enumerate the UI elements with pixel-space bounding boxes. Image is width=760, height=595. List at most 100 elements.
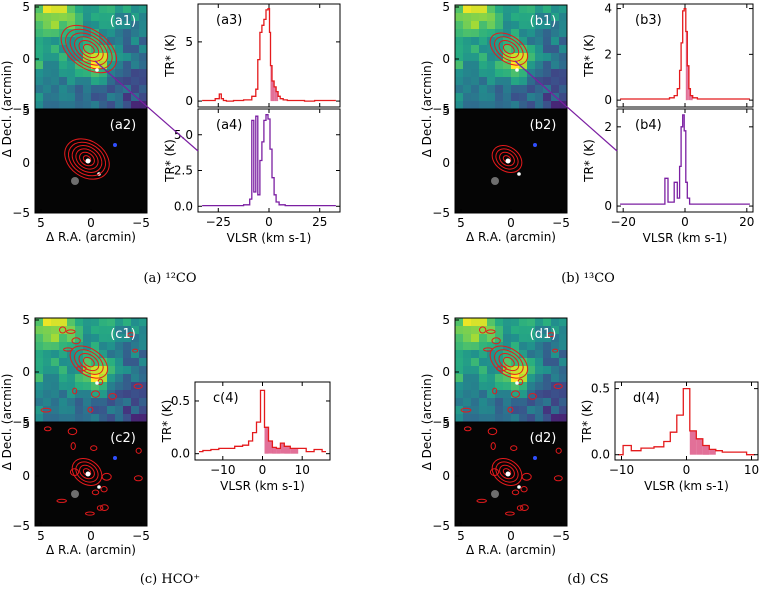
map-pixel xyxy=(527,45,536,54)
y-tick-label: −5 xyxy=(12,102,30,116)
map-pixel xyxy=(91,45,100,54)
map-pixel xyxy=(487,366,496,375)
map-pixel xyxy=(487,37,496,46)
map-pixel xyxy=(51,21,60,30)
map-pixel xyxy=(543,414,552,423)
map-pixel xyxy=(559,398,568,407)
map-pixel xyxy=(107,414,116,423)
x-tick-label: −5 xyxy=(552,529,570,543)
map-pixel xyxy=(463,69,472,78)
map-pixel xyxy=(519,382,528,391)
y-tick-label: 0.5 xyxy=(171,394,190,408)
map-pixel xyxy=(527,390,536,399)
contour-line xyxy=(71,337,81,345)
panel-caption: (b) ¹³CO xyxy=(561,271,615,286)
contour-line xyxy=(65,28,113,70)
y-tick-label: 5.0 xyxy=(174,128,193,142)
map-pixel xyxy=(503,77,512,86)
map-pixel xyxy=(519,29,528,38)
map-pixel xyxy=(487,414,496,423)
map-pixel xyxy=(107,366,116,375)
map-pixel xyxy=(455,406,464,415)
map-pixel xyxy=(487,61,496,70)
map-pixel xyxy=(131,13,140,22)
map-pixel xyxy=(463,390,472,399)
contour-line xyxy=(552,348,559,353)
map-pixel xyxy=(479,414,488,423)
map-pixel xyxy=(495,326,504,335)
y-tick-label: −5 xyxy=(432,519,450,533)
map-pixel xyxy=(99,101,108,110)
map-pixel xyxy=(99,398,108,407)
y-tick-label: 0 xyxy=(442,156,450,170)
contour-line xyxy=(476,498,487,503)
map-pixel xyxy=(139,414,148,423)
y-tick-label: 2 xyxy=(604,120,612,134)
map-pixel xyxy=(91,29,100,38)
map-pixel xyxy=(487,406,496,415)
map-pixel xyxy=(463,5,472,14)
map-pixel xyxy=(551,45,560,54)
wing-fill xyxy=(689,430,697,455)
map-pixel xyxy=(519,350,528,359)
map-pixel xyxy=(559,45,568,54)
map-pixel xyxy=(495,406,504,415)
map-pixel xyxy=(559,53,568,62)
marker-dot xyxy=(515,381,519,385)
map-pixel xyxy=(551,53,560,62)
map-pixel xyxy=(59,414,68,423)
x-tick-label: 0 xyxy=(683,463,691,477)
contour-line xyxy=(82,43,95,55)
map-pixel xyxy=(495,414,504,423)
map-pixel xyxy=(139,366,148,375)
y-tick-label: −5 xyxy=(432,206,450,220)
map-pixel xyxy=(495,21,504,30)
map-pixel xyxy=(543,53,552,62)
map-pixel xyxy=(83,13,92,22)
spectrum-a3: 0 5 (a3) TR* (K) xyxy=(163,3,341,108)
map-pixel xyxy=(43,85,52,94)
y-tick-label: 0 xyxy=(22,365,30,379)
map-pixel xyxy=(543,398,552,407)
map-pixel xyxy=(535,45,544,54)
y-tick-label: 0 xyxy=(604,199,612,213)
map-pixel xyxy=(51,85,60,94)
map-pixel xyxy=(99,318,108,327)
map-pixel xyxy=(479,398,488,407)
map-pixel xyxy=(455,414,464,423)
map-pixel xyxy=(43,53,52,62)
map-pixel xyxy=(131,390,140,399)
map-top-tag: (d1) xyxy=(530,327,557,342)
map-pixel xyxy=(35,406,44,415)
map-pixel xyxy=(535,318,544,327)
map-pixel xyxy=(75,350,84,359)
contour-line xyxy=(100,486,108,493)
map-pixel xyxy=(519,334,528,343)
map-pixel xyxy=(43,398,52,407)
map-y-axis-label: Δ Decl. (arcmin) xyxy=(420,374,434,471)
contour-line xyxy=(491,337,501,345)
contour-line xyxy=(510,390,520,398)
map-pixel xyxy=(91,326,100,335)
contour-line xyxy=(96,505,104,511)
wing-fill xyxy=(709,449,716,455)
map-pixel xyxy=(83,390,92,399)
map-pixel xyxy=(99,5,108,14)
y-tick-label: 2 xyxy=(604,47,612,61)
y-tick-label: 0 xyxy=(22,469,30,483)
map-pixel xyxy=(511,45,520,54)
map-pixel xyxy=(471,318,480,327)
map-pixel xyxy=(527,101,536,110)
map-pixel xyxy=(59,53,68,62)
map-pixel xyxy=(527,318,536,327)
y-tick-label: 4 xyxy=(604,2,612,16)
map-pixel xyxy=(503,45,512,54)
x-tick-label: 0 xyxy=(681,215,689,229)
map-pixel xyxy=(551,326,560,335)
y-tick-label: 5 xyxy=(185,35,193,49)
y-tick-label: 0.0 xyxy=(171,447,190,461)
map-pixel xyxy=(527,53,536,62)
map-pixel xyxy=(123,342,132,351)
map-pixel xyxy=(495,374,504,383)
map-pixel xyxy=(51,101,60,110)
